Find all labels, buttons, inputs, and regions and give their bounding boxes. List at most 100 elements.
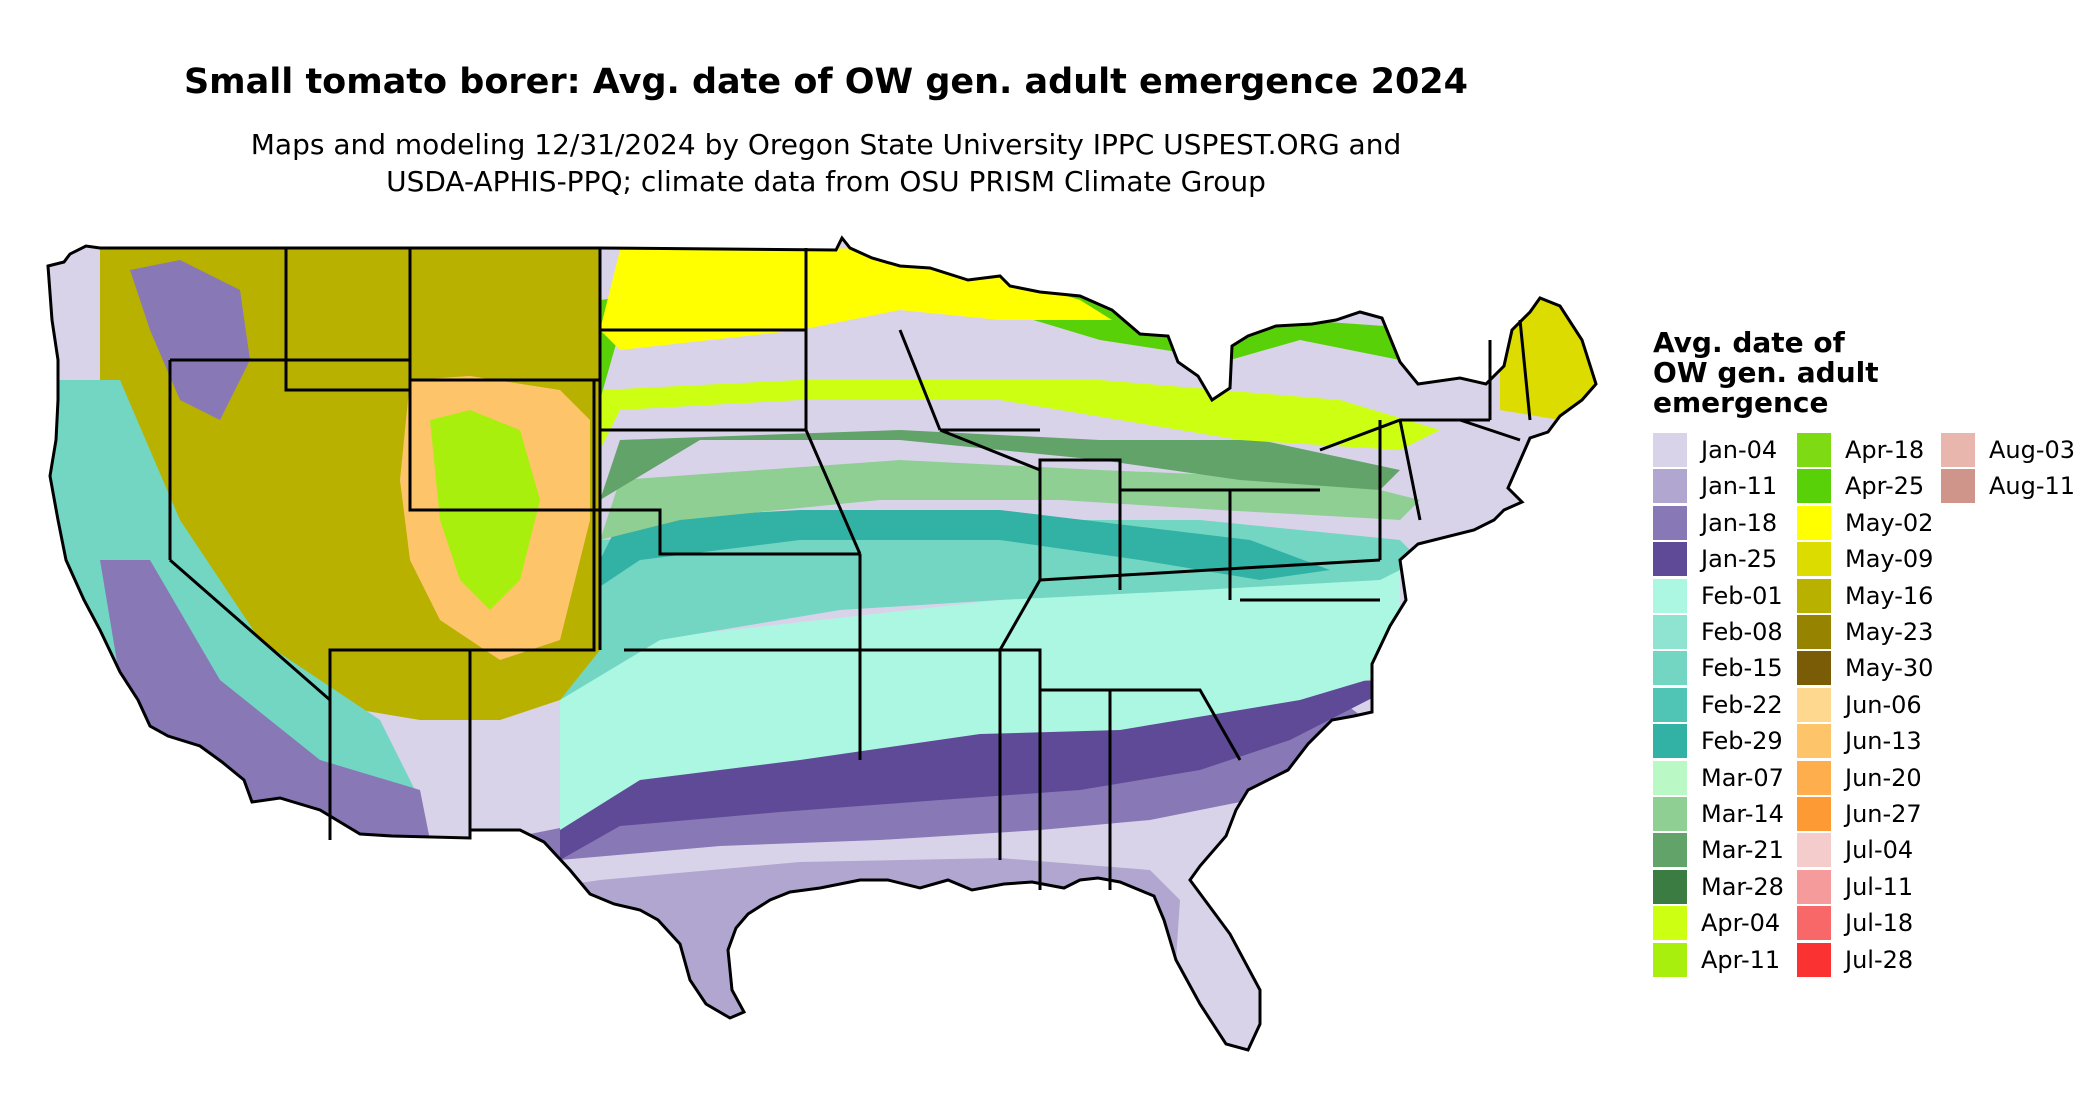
legend-label: Mar-21 (1701, 836, 1784, 865)
map-zone-6 (580, 510, 1330, 600)
legend-label: Jul-04 (1845, 836, 1914, 865)
legend-label: Aug-03 (1989, 436, 2076, 464)
legend-swatch (1653, 797, 1687, 831)
legend-item: Apr-04 (1653, 905, 1853, 941)
legend-item: Apr-11 (1653, 942, 1853, 978)
legend-title-line: Avg. date of (1653, 326, 1845, 359)
legend-item: Feb-29 (1653, 723, 1853, 759)
legend-label: Jun-27 (1845, 800, 1922, 828)
legend-label: Jul-28 (1845, 945, 1914, 974)
legend-swatch (1797, 724, 1831, 759)
legend-label: Feb-15 (1701, 654, 1783, 683)
legend-label: Aug-11 (1989, 472, 2076, 501)
subtitle-line-1: Maps and modeling 12/31/2024 by Oregon S… (250, 128, 1402, 161)
legend-label: May-30 (1845, 654, 1934, 683)
legend-item: Mar-07 (1653, 760, 1853, 796)
legend-swatch (1797, 687, 1831, 722)
legend-label: Apr-11 (1701, 945, 1781, 974)
legend-swatch (1653, 942, 1687, 977)
legend-label: Jan-11 (1701, 472, 1778, 501)
legend-item: Jan-25 (1653, 541, 1853, 577)
legend-swatch (1653, 433, 1687, 467)
map-zone-17 (48, 380, 420, 840)
legend-swatch (1797, 505, 1831, 540)
legend-swatch (1653, 615, 1687, 649)
legend-swatch (1797, 797, 1831, 831)
legend-label: Jun-20 (1845, 763, 1922, 792)
legend-item: Jul-11 (1797, 869, 1997, 905)
legend-label: Jun-06 (1845, 690, 1922, 719)
legend-title: Avg. date of OW gen. adult emergence (1653, 328, 1879, 418)
legend-swatch (1653, 578, 1687, 613)
legend-item: May-30 (1797, 650, 1997, 686)
legend-item: Jan-18 (1653, 505, 1853, 541)
legend-item: Aug-11 (1941, 468, 2100, 504)
legend-item: Mar-21 (1653, 832, 1853, 868)
legend-swatch (1797, 469, 1831, 504)
legend-item: Jul-04 (1797, 832, 1997, 868)
legend-title-line: OW gen. adult (1653, 356, 1879, 389)
legend-swatch (1653, 833, 1687, 868)
legend-label: Jan-25 (1701, 545, 1778, 574)
map-zone-18 (100, 560, 430, 840)
legend-label: May-16 (1845, 581, 1934, 610)
legend-label: Mar-07 (1701, 763, 1784, 792)
legend-swatch (1797, 615, 1831, 649)
legend-item: May-02 (1797, 505, 1997, 541)
legend-label: Jun-13 (1845, 727, 1922, 756)
legend-swatch (1797, 578, 1831, 613)
legend-label: Mar-28 (1701, 872, 1784, 901)
map-zone-4 (560, 560, 1400, 830)
legend-item: May-23 (1797, 614, 1997, 650)
legend-swatch (1653, 687, 1687, 722)
legend-label: May-09 (1845, 545, 1934, 574)
legend-label: Jan-04 (1701, 436, 1778, 464)
legend-item: Jun-27 (1797, 796, 1997, 832)
legend-item: Feb-15 (1653, 650, 1853, 686)
legend-label: May-23 (1845, 618, 1934, 646)
legend-item: Mar-28 (1653, 869, 1853, 905)
legend-swatch (1653, 906, 1687, 941)
legend-swatch (1797, 906, 1831, 941)
legend-label: Jul-11 (1845, 872, 1914, 901)
legend-label: Apr-18 (1845, 436, 1925, 464)
legend-item: Jun-13 (1797, 723, 1997, 759)
legend-item: Mar-14 (1653, 796, 1853, 832)
legend-item: Jun-06 (1797, 687, 1997, 723)
legend-swatch (1653, 760, 1687, 795)
legend-label: Feb-01 (1701, 581, 1783, 610)
legend-swatch (1797, 942, 1831, 977)
legend-swatch (1797, 869, 1831, 904)
legend-swatch (1653, 469, 1687, 504)
legend-swatch (1941, 433, 1975, 467)
legend-item: Apr-25 (1797, 468, 1997, 504)
legend-swatch (1653, 724, 1687, 759)
legend-label: Feb-08 (1701, 618, 1783, 646)
legend-swatch (1653, 505, 1687, 540)
legend-item: Jul-28 (1797, 942, 1997, 978)
legend-item: Feb-08 (1653, 614, 1853, 650)
legend-label: Apr-25 (1845, 472, 1925, 501)
legend-label: Mar-14 (1701, 800, 1784, 828)
subtitle-line-2: USDA-APHIS-PPQ; climate data from OSU PR… (386, 165, 1266, 198)
state-boundaries (46, 236, 1598, 1052)
legend-item: Jan-04 (1653, 432, 1853, 468)
legend-swatch (1653, 651, 1687, 686)
legend-swatch (1797, 433, 1831, 467)
legend-item: Aug-03 (1941, 432, 2100, 468)
legend-swatch (1797, 833, 1831, 868)
legend-swatch (1653, 542, 1687, 577)
map-zone-9 (600, 380, 1440, 450)
map-zone-3 (560, 680, 1390, 860)
legend-item: Jul-18 (1797, 905, 1997, 941)
map-zone-7 (600, 460, 1420, 540)
legend-swatch (1797, 760, 1831, 795)
legend-title-line: emergence (1653, 386, 1829, 419)
legend-label: Jul-18 (1845, 909, 1914, 938)
state-line-1 (168, 248, 1532, 890)
map-zone-16 (130, 260, 250, 420)
legend-item: May-16 (1797, 578, 1997, 614)
legend-swatch (1797, 542, 1831, 577)
legend-label: Jan-18 (1701, 508, 1778, 537)
us-emergence-map (46, 236, 1598, 1052)
